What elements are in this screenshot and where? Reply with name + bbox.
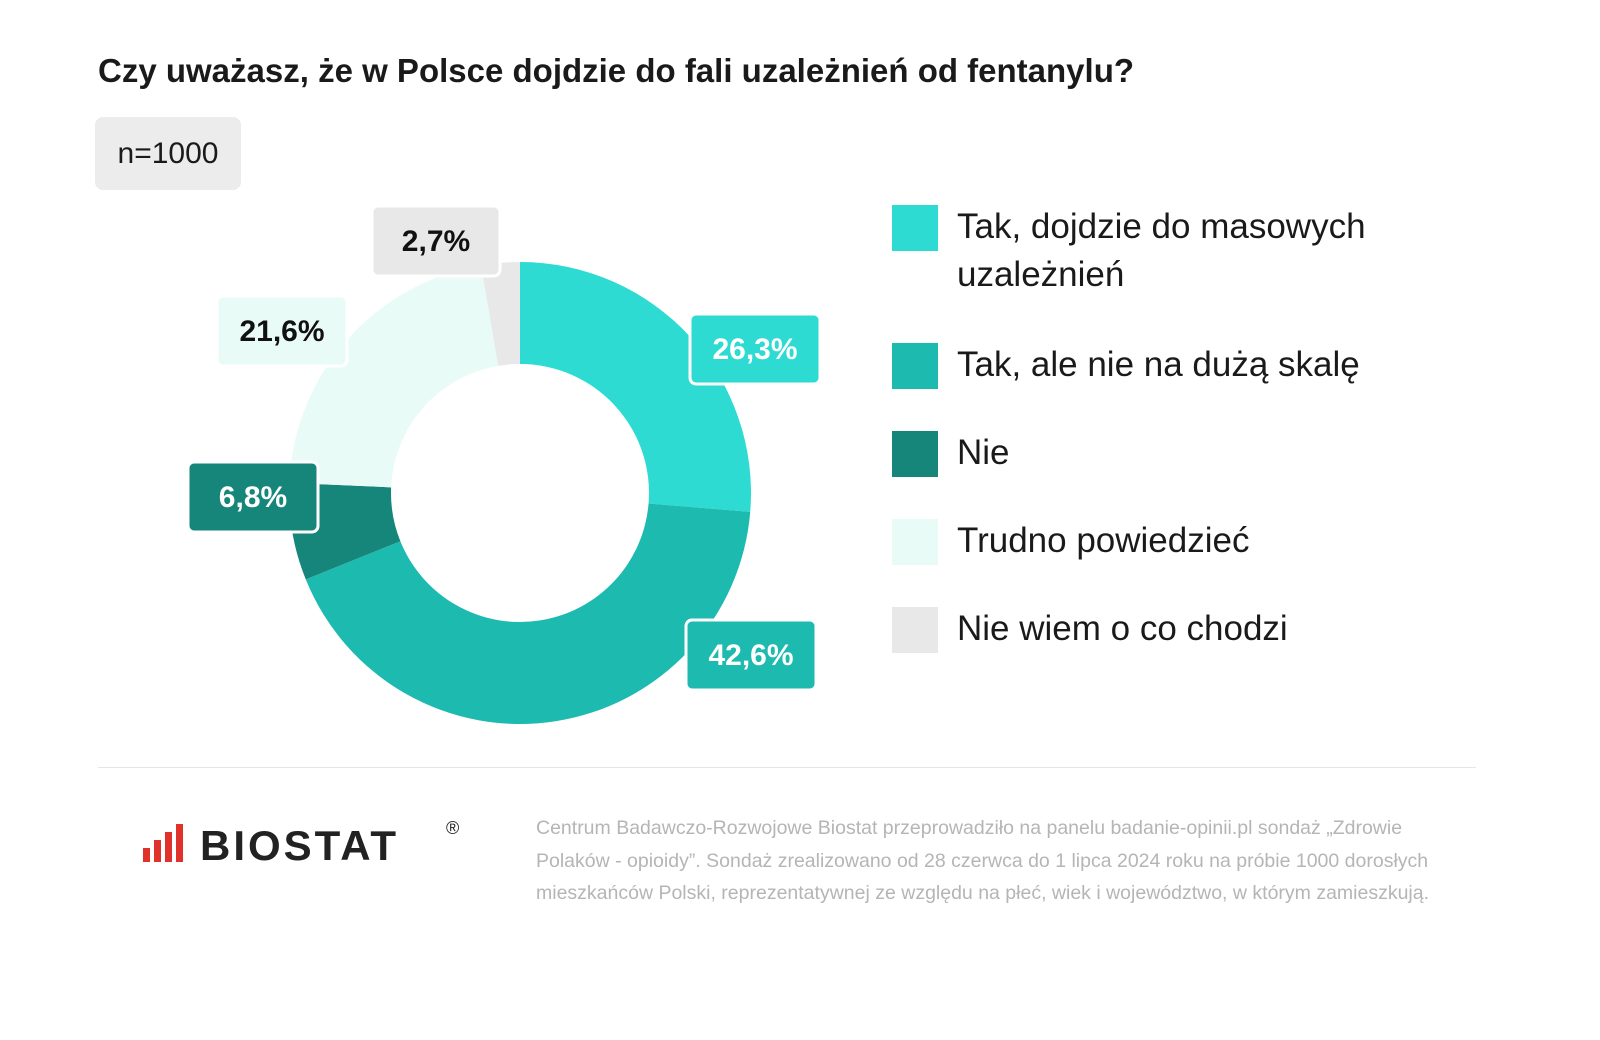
logo-bar (165, 832, 172, 862)
value-label-box (684, 618, 818, 692)
legend-swatch (892, 205, 938, 251)
footnote: Centrum Badawczo-Rozwojowe Biostat przep… (536, 817, 1430, 904)
logo-icon (143, 824, 183, 862)
value-label: 6,8% (219, 481, 287, 514)
legend-swatch (892, 431, 938, 477)
legend-item: Nie (892, 431, 1452, 477)
donut-segment (520, 262, 752, 512)
legend-swatch (892, 607, 938, 653)
sample-size: n=1000 (95, 117, 241, 190)
donut-segment (305, 503, 751, 725)
legend-label: Nie (957, 433, 1010, 472)
legend-item: Tak, dojdzie do masowych uzależnień (892, 205, 1452, 299)
legend-item: Trudno powiedzieć (892, 519, 1452, 565)
legend-item: Tak, ale nie na dużą skalę (892, 343, 1452, 389)
legend-label: Nie wiem o co chodzi (957, 609, 1288, 648)
chart: 26,3% 42,6% 6,8% 21,6% 2,7% (186, 204, 822, 725)
value-label: 26,3% (712, 333, 797, 366)
legend-label: Tak, ale nie na dużą skalę (957, 345, 1360, 384)
legend-label: Trudno powiedzieć (957, 521, 1250, 560)
logo-bar (143, 848, 150, 862)
legend-swatch (892, 519, 938, 565)
legend-item: Nie wiem o co chodzi (892, 607, 1452, 653)
donut-segment (289, 265, 499, 488)
donut-segment (480, 262, 520, 366)
logo: BIOSTAT (200, 822, 400, 869)
value-label: 42,6% (708, 639, 793, 672)
value-label-box (370, 204, 502, 278)
logo-mark: ® (446, 818, 460, 838)
value-label: 2,7% (402, 225, 470, 258)
value-label-box (688, 312, 822, 386)
legend: Tak, dojdzie do masowych uzależnień Tak, … (892, 205, 1452, 695)
legend-label: Tak, dojdzie do masowych uzależnień (957, 207, 1366, 294)
value-label: 21,6% (239, 315, 324, 348)
value-label-box (215, 294, 349, 368)
chart-title: Czy uważasz, że w Polsce dojdzie do fali… (98, 52, 1135, 89)
divider (98, 767, 1476, 768)
logo-bar (154, 840, 161, 862)
value-label-box (186, 460, 320, 534)
logo-bar (176, 824, 183, 862)
legend-swatch (892, 343, 938, 389)
